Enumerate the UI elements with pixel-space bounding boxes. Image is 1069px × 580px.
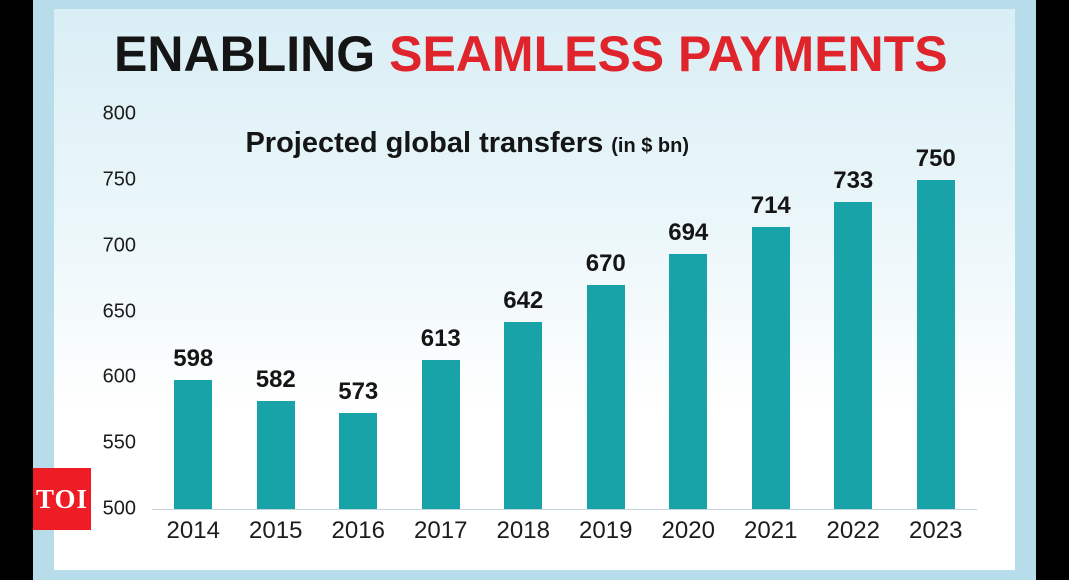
bar-value-label: 694 <box>668 218 709 246</box>
bar <box>421 360 460 509</box>
y-tick-label: 500 <box>102 497 136 520</box>
x-tick-label: 2014 <box>166 517 220 544</box>
bar <box>751 227 790 509</box>
x-tick-label: 2016 <box>331 517 385 544</box>
chart-subtitle-unit: (in $ bn) <box>611 135 689 157</box>
bar <box>834 202 873 509</box>
bar-value-label: 670 <box>585 250 626 278</box>
bar-value-label: 714 <box>750 192 791 220</box>
bar <box>256 401 295 509</box>
y-tick-label: 750 <box>102 168 136 191</box>
x-axis: 2014 2015 2016 2017 2018 2019 2020 2021 2022 2023 <box>152 517 977 545</box>
bar-column: 598 <box>152 114 235 509</box>
bar-value-label: 613 <box>420 325 461 353</box>
x-tick-label: 2020 <box>661 517 715 544</box>
x-tick-label: 2018 <box>496 517 550 544</box>
infographic-frame: ENABLING SEAMLESS PAYMENTS Projected glob… <box>33 0 1036 580</box>
chart-title: ENABLING SEAMLESS PAYMENTS <box>114 25 948 83</box>
x-tick-label: 2015 <box>249 517 303 544</box>
bar-column: 750 <box>895 114 978 509</box>
x-tick-label: 2023 <box>909 517 963 544</box>
bar-value-label: 733 <box>833 167 874 195</box>
bar <box>669 253 708 509</box>
y-axis: 500 550 600 650 700 750 800 <box>70 103 136 520</box>
x-tick-label: 2017 <box>414 517 468 544</box>
y-tick-label: 550 <box>102 431 136 454</box>
x-tick-label: 2021 <box>744 517 798 544</box>
bar <box>504 322 543 509</box>
bar <box>339 412 378 509</box>
bar-value-label: 598 <box>173 344 214 372</box>
x-tick-label: 2019 <box>579 517 633 544</box>
bar-column: 613 <box>400 114 483 509</box>
letterbox-right <box>1036 0 1069 580</box>
bar-column: 714 <box>730 114 813 509</box>
bar-value-label: 750 <box>915 144 956 172</box>
letterbox-left <box>0 0 33 580</box>
bar-column: 733 <box>812 114 895 509</box>
bar <box>586 285 625 509</box>
bar-column: 582 <box>235 114 318 509</box>
y-tick-label: 650 <box>102 300 136 322</box>
bar-column: 573 <box>317 114 400 509</box>
y-tick-label: 700 <box>102 234 136 257</box>
bar-value-label: 573 <box>338 377 379 405</box>
y-tick-label: 600 <box>102 365 136 388</box>
chart-card: ENABLING SEAMLESS PAYMENTS Projected glob… <box>54 9 1015 570</box>
chart-title-red: SEAMLESS PAYMENTS <box>389 26 948 82</box>
bar <box>916 179 955 509</box>
bar-column: 642 <box>482 114 565 509</box>
bar <box>174 379 213 509</box>
toi-logo-text: TOI <box>35 483 89 514</box>
chart-subtitle-main: Projected global transfers <box>245 127 604 159</box>
bar-value-label: 642 <box>503 287 544 315</box>
bar-column: 670 <box>565 114 648 509</box>
chart-subtitle: Projected global transfers (in $ bn) <box>245 127 689 160</box>
toi-logo: TOI <box>33 468 91 530</box>
plot-area: 598 582 573 613 642 670 694 714 733 750 <box>152 114 977 510</box>
chart-title-black: ENABLING <box>114 26 376 82</box>
bar-value-label: 582 <box>255 366 296 394</box>
x-tick-label: 2022 <box>826 517 880 544</box>
bar-column: 694 <box>647 114 730 509</box>
y-tick-label: 800 <box>102 102 136 125</box>
